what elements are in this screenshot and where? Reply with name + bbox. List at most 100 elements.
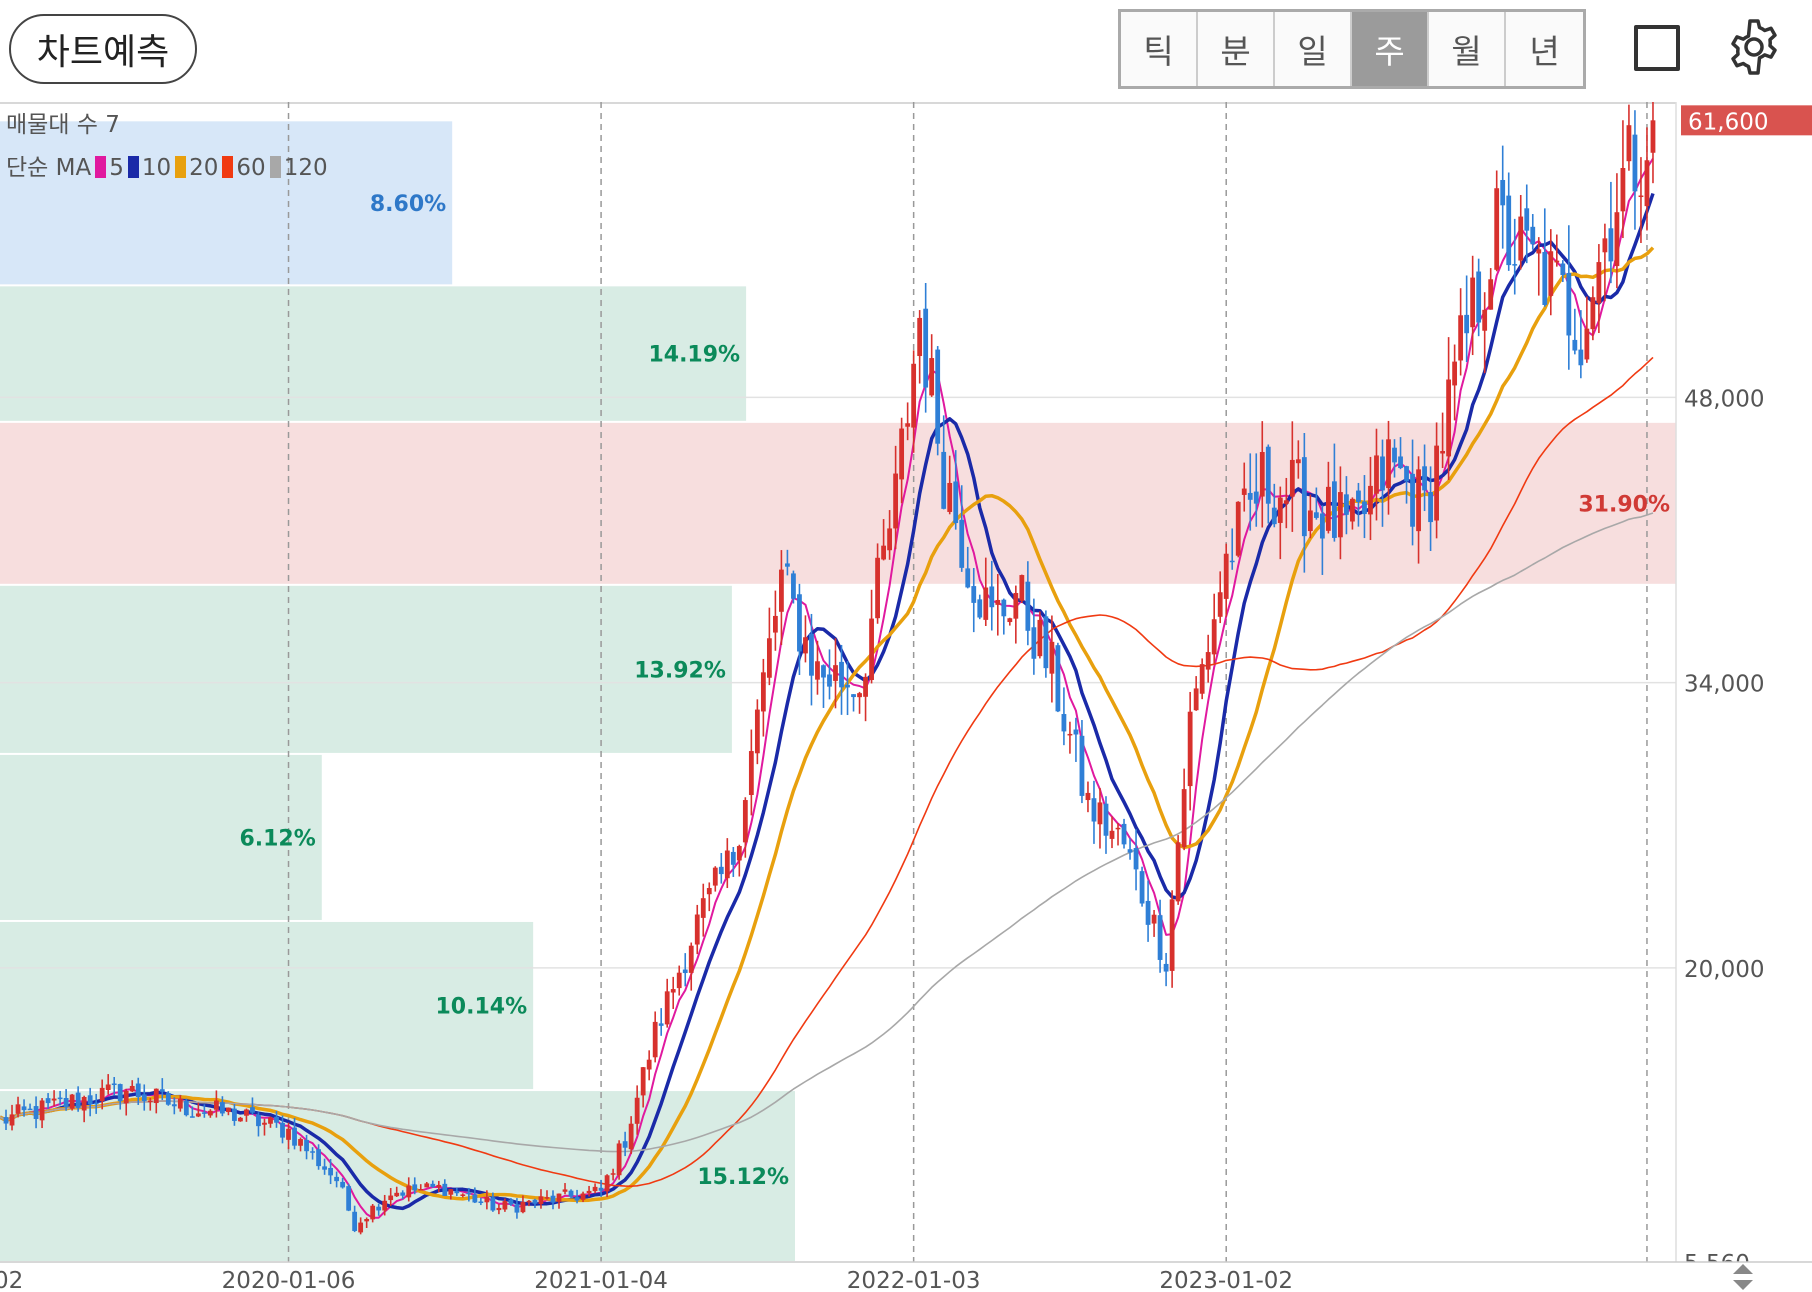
candle-body: [1332, 481, 1337, 538]
candlesticks: [3, 102, 1656, 1235]
volume-profile-count-label: 매물대 수 7: [6, 112, 120, 138]
candle-body: [586, 1190, 592, 1194]
candle-body: [472, 1194, 478, 1203]
stock-chart[interactable]: 8.60% 14.19% 31.90% 13.92% 6.12% 10.14% 15.12%…: [0, 102, 1812, 1292]
candle-body: [226, 1107, 231, 1113]
candle-body: [99, 1087, 105, 1102]
candle-body: [340, 1181, 346, 1188]
candle-body: [1229, 560, 1235, 563]
candle-body: [983, 587, 989, 620]
candle-body: [141, 1094, 147, 1102]
candle-body: [995, 599, 1001, 605]
candle-body: [129, 1085, 135, 1092]
candle-body: [1374, 455, 1379, 494]
candle-body: [496, 1207, 502, 1211]
candle-body: [785, 563, 790, 567]
candle-body: [15, 1104, 21, 1114]
candle-body: [670, 989, 676, 993]
candle-body: [1271, 507, 1277, 525]
candle-body: [839, 661, 844, 688]
candle-body: [1518, 216, 1524, 261]
volume-profile-label: 6.12%: [239, 826, 315, 851]
volume-profile-labels: 8.60% 14.19% 31.90% 13.92% 6.12% 10.14% 15.12%: [239, 192, 1670, 1190]
ma10-swatch: [127, 156, 139, 178]
candle-body: [1283, 500, 1289, 504]
candle-body: [75, 1092, 81, 1108]
period-tab-minute[interactable]: 분: [1198, 12, 1275, 86]
square-icon[interactable]: [1634, 25, 1680, 71]
candle-body: [1380, 456, 1385, 491]
candle-body: [1530, 226, 1536, 245]
candle-body: [1199, 664, 1205, 694]
candle-body: [1001, 599, 1007, 617]
gear-icon[interactable]: [1725, 18, 1783, 76]
candle-body: [616, 1143, 622, 1176]
candle-body: [1259, 452, 1265, 497]
chart-predict-button[interactable]: 차트예측: [9, 14, 197, 84]
candle-body: [1037, 619, 1043, 657]
candle-body: [364, 1218, 370, 1222]
candle-body: [1638, 195, 1644, 198]
candle-body: [424, 1183, 430, 1188]
candle-body: [1133, 848, 1139, 870]
ma-legend: 단순 MA 5 10 20 60 120: [6, 147, 328, 190]
candle-body: [1368, 485, 1373, 515]
candle-body: [93, 1102, 99, 1105]
candle-body: [1151, 914, 1157, 924]
candle-body: [748, 751, 754, 796]
candle-body: [1175, 842, 1181, 902]
candle-body: [1464, 314, 1470, 334]
period-tab-tick[interactable]: 틱: [1121, 12, 1198, 86]
candle-body: [1476, 271, 1482, 323]
candle-body: [123, 1090, 129, 1104]
candle-body: [316, 1149, 321, 1167]
ma-legend-label: 단순 MA: [6, 155, 92, 181]
candle-body: [352, 1211, 358, 1231]
candle-body: [610, 1173, 616, 1175]
scroll-updown-icon[interactable]: [1731, 1262, 1755, 1292]
candle-body: [484, 1196, 490, 1203]
ma10-line: [0, 192, 1655, 1211]
volume-profile-bar: [0, 1091, 795, 1261]
candle-body: [634, 1097, 640, 1124]
candle-body: [724, 850, 730, 879]
candle-body: [1506, 195, 1512, 266]
candle-body: [1362, 501, 1367, 515]
candle-body: [159, 1089, 165, 1092]
candle-body: [971, 586, 977, 603]
candle-body: [195, 1113, 201, 1117]
candle-body: [1181, 789, 1187, 848]
candle-body: [1103, 803, 1109, 836]
candle-body: [1139, 871, 1145, 904]
candle-body: [466, 1192, 472, 1195]
candle-body: [1235, 501, 1241, 556]
candle-body: [917, 317, 923, 357]
candle-body: [1434, 445, 1439, 521]
candle-body: [959, 519, 965, 568]
x-tick-label: 2023-01-02: [1159, 1268, 1293, 1292]
candle-body: [706, 888, 712, 895]
candle-body: [538, 1196, 544, 1204]
candle-body: [1019, 575, 1025, 601]
candle-body: [292, 1127, 297, 1146]
candle-body: [688, 945, 694, 973]
volume-profile-label: 14.19%: [648, 343, 740, 368]
candle-body: [69, 1094, 75, 1109]
volume-profile-label: 13.92%: [634, 658, 726, 683]
candle-body: [1073, 729, 1079, 735]
candle-body: [989, 586, 995, 608]
candle-body: [105, 1084, 111, 1091]
candle-body: [256, 1114, 261, 1127]
candle-body: [171, 1104, 177, 1107]
period-tab-week[interactable]: 주: [1352, 12, 1429, 86]
period-tab-year[interactable]: 년: [1529, 32, 1560, 71]
ma20-line: [0, 246, 1655, 1203]
period-tab-day[interactable]: 일: [1275, 12, 1352, 86]
candle-body: [9, 1114, 15, 1126]
period-tab-month[interactable]: 월: [1429, 12, 1506, 86]
candle-body: [262, 1122, 267, 1125]
candle-body: [1416, 469, 1421, 532]
candle-body: [809, 633, 814, 676]
ma120-label: 120: [283, 155, 328, 181]
candle-body: [700, 898, 706, 918]
